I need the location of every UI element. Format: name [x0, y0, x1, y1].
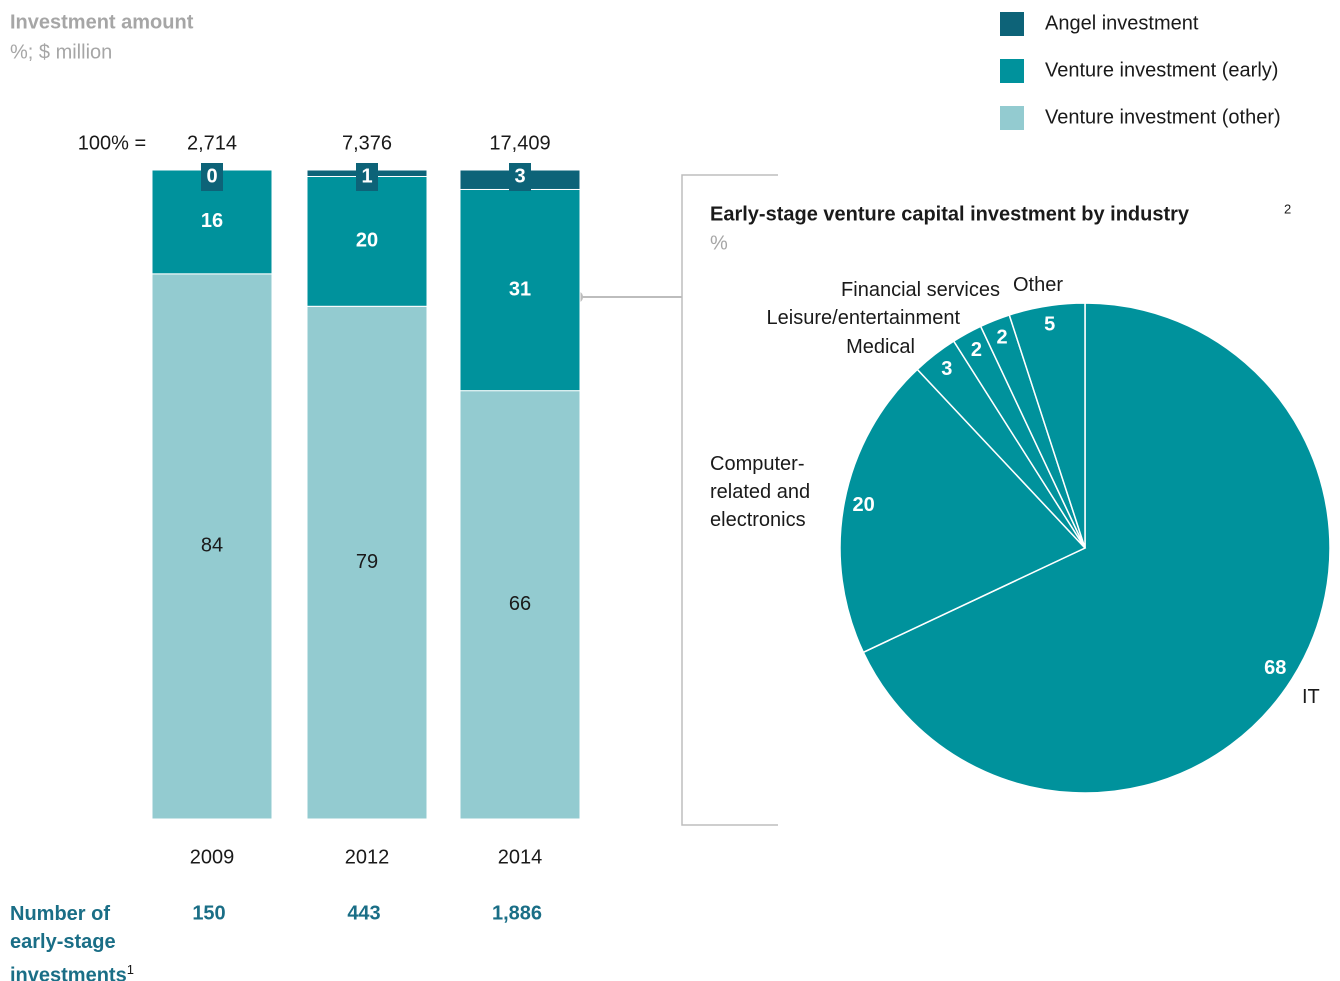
value-label: 20: [356, 230, 378, 252]
bracket: [681, 174, 778, 826]
value-label: 84: [201, 535, 223, 557]
legend-label: Venture investment (early): [1045, 59, 1278, 81]
legend-label: Venture investment (other): [1045, 106, 1281, 128]
count-value: 150: [192, 902, 225, 924]
legend-swatch: [1000, 12, 1024, 36]
pie-slice: [839, 368, 1087, 654]
value-label: 2: [971, 339, 982, 361]
x-tick-label: 2009: [190, 846, 235, 868]
value-label: 20: [852, 494, 874, 516]
value-label-box: [356, 163, 378, 191]
chart-title: Investment amount: [10, 11, 194, 33]
value-label: 68: [1264, 657, 1286, 679]
chart-subtitle: %; $ million: [10, 41, 112, 63]
count-label-text: Number of early-stage investments: [10, 903, 127, 981]
x-tick-label: 2012: [345, 846, 390, 868]
pie-title-footnote: 2: [1284, 201, 1291, 216]
category-label: Other: [1013, 274, 1064, 296]
value-label: 0: [206, 165, 217, 187]
pie-subtitle: %: [710, 232, 728, 254]
value-label: 16: [201, 210, 223, 232]
count-footnote: 1: [126, 962, 134, 977]
bar-segment: [306, 175, 428, 307]
bar-segment: [151, 273, 273, 820]
value-label-box: [201, 163, 223, 191]
value-label: 79: [356, 551, 378, 573]
legend-swatch: [1000, 59, 1024, 83]
pie-slice: [862, 302, 1331, 794]
value-label: 1: [361, 165, 372, 187]
value-label: 5: [1044, 314, 1055, 336]
x-tick-label: 2014: [498, 846, 543, 868]
bar-segment: [459, 390, 581, 820]
total-label: 17,409: [489, 132, 550, 154]
value-label: 3: [941, 358, 952, 380]
count-value: 1,886: [492, 902, 542, 924]
pie-title: Early-stage venture capital investment b…: [710, 203, 1190, 225]
count-label: Number of early-stage investments1: [10, 900, 145, 981]
category-label: IT: [1302, 686, 1320, 708]
category-label: Financial services: [841, 279, 1000, 301]
total-label: 2,714: [187, 132, 237, 154]
value-label: 3: [514, 165, 525, 187]
category-label: Computer-related and electronics: [710, 453, 811, 531]
value-label: 2: [996, 327, 1007, 349]
category-label: Leisure/entertainment: [766, 307, 960, 329]
bar-segment: [459, 188, 581, 392]
value-label: 31: [509, 278, 531, 300]
legend-swatch: [1000, 106, 1024, 130]
pie-slice: [1008, 302, 1086, 549]
value-label: 66: [509, 593, 531, 615]
count-value: 443: [347, 902, 380, 924]
totals-label: 100% =: [78, 132, 146, 154]
category-label: Medical: [846, 336, 915, 358]
value-label-box: [509, 163, 531, 191]
bar-segment: [306, 305, 428, 820]
legend-label: Angel investment: [1045, 12, 1199, 34]
total-label: 7,376: [342, 132, 392, 154]
